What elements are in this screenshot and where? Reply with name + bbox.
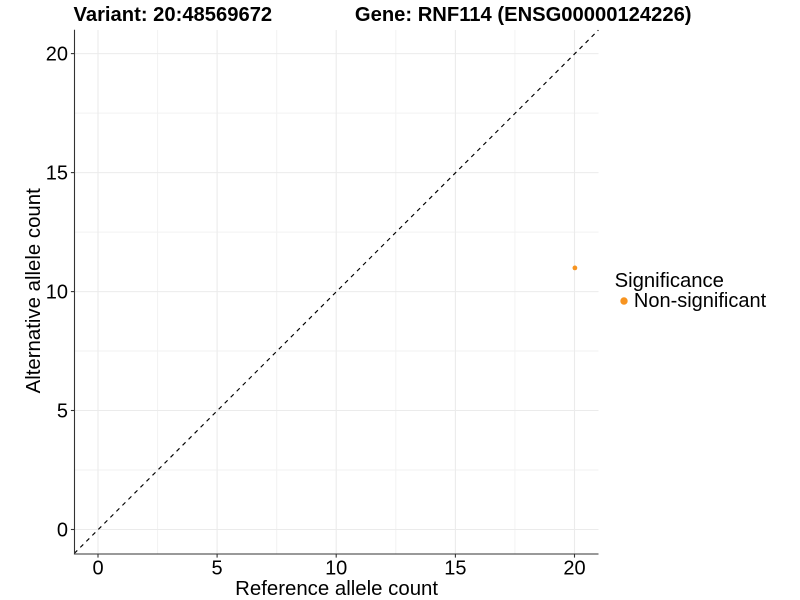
svg-text:5: 5 bbox=[212, 557, 223, 579]
svg-text:Gene: RNF114 (ENSG00000124226): Gene: RNF114 (ENSG00000124226) bbox=[355, 4, 692, 26]
svg-text:15: 15 bbox=[46, 162, 68, 184]
svg-text:Reference allele count: Reference allele count bbox=[235, 578, 438, 600]
svg-text:Significance: Significance bbox=[615, 270, 724, 292]
svg-text:15: 15 bbox=[444, 557, 466, 579]
svg-text:0: 0 bbox=[92, 557, 103, 579]
svg-text:Alternative allele count: Alternative allele count bbox=[23, 188, 45, 393]
svg-text:Variant: 20:48569672: Variant: 20:48569672 bbox=[74, 4, 273, 26]
svg-text:20: 20 bbox=[563, 557, 585, 579]
svg-text:0: 0 bbox=[57, 519, 68, 541]
svg-text:10: 10 bbox=[46, 281, 68, 303]
svg-text:5: 5 bbox=[57, 400, 68, 422]
svg-text:20: 20 bbox=[46, 43, 68, 65]
svg-text:10: 10 bbox=[325, 557, 347, 579]
svg-text:Non-significant: Non-significant bbox=[634, 290, 767, 312]
